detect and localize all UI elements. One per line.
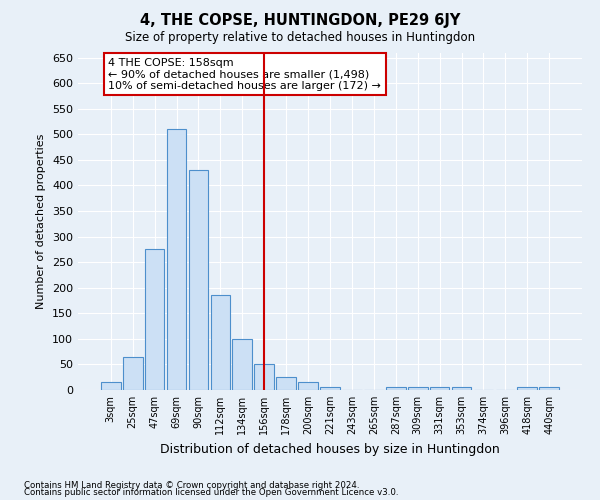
X-axis label: Distribution of detached houses by size in Huntingdon: Distribution of detached houses by size … [160, 442, 500, 456]
Bar [430, 388, 449, 390]
Y-axis label: Number of detached properties: Number of detached properties [37, 134, 46, 309]
Text: Size of property relative to detached houses in Huntingdon: Size of property relative to detached ho… [125, 31, 475, 44]
Bar [517, 388, 537, 390]
Bar [298, 382, 318, 390]
Bar [539, 388, 559, 390]
Text: 4 THE COPSE: 158sqm
← 90% of detached houses are smaller (1,498)
10% of semi-det: 4 THE COPSE: 158sqm ← 90% of detached ho… [108, 58, 381, 91]
Bar [101, 382, 121, 390]
Bar [254, 364, 274, 390]
Bar [232, 339, 252, 390]
Bar [188, 170, 208, 390]
Bar [408, 388, 428, 390]
Bar [145, 250, 164, 390]
Bar [452, 388, 472, 390]
Text: Contains HM Land Registry data © Crown copyright and database right 2024.: Contains HM Land Registry data © Crown c… [24, 480, 359, 490]
Bar [167, 129, 187, 390]
Text: Contains public sector information licensed under the Open Government Licence v3: Contains public sector information licen… [24, 488, 398, 497]
Text: 4, THE COPSE, HUNTINGDON, PE29 6JY: 4, THE COPSE, HUNTINGDON, PE29 6JY [140, 12, 460, 28]
Bar [276, 377, 296, 390]
Bar [211, 296, 230, 390]
Bar [386, 388, 406, 390]
Bar [320, 388, 340, 390]
Bar [123, 357, 143, 390]
